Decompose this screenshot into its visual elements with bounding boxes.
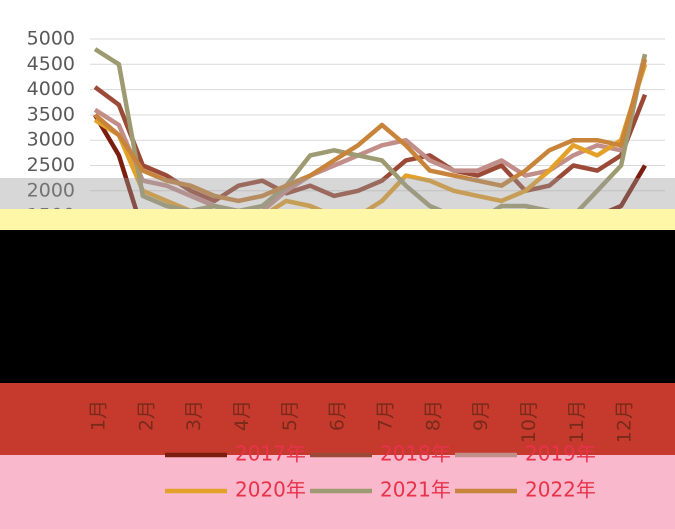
x-tick-label: 8月: [422, 400, 444, 431]
legend-label: 2020年: [235, 478, 306, 502]
x-tick-label: 4月: [231, 400, 253, 431]
x-tick-label: 9月: [470, 400, 492, 431]
legend-label: 2021年: [380, 478, 451, 502]
series-line: [93, 85, 648, 204]
y-tick-label: 2000: [27, 179, 75, 201]
overlay-band: [0, 383, 675, 455]
legend-label: 2019年: [525, 442, 596, 466]
x-tick-label: 7月: [374, 400, 396, 431]
overlay-band: [0, 209, 675, 230]
x-tick-label: 10月: [518, 400, 540, 443]
overlay-band: [0, 230, 675, 383]
y-tick-label: 3000: [27, 129, 75, 151]
y-tick-label: 4000: [27, 78, 75, 100]
x-tick-label: 6月: [327, 400, 349, 431]
x-tick-label: 11月: [566, 400, 588, 443]
x-tick-label: 2月: [135, 400, 157, 431]
legend-label: 2022年: [525, 478, 596, 502]
legend-label: 2017年: [235, 442, 306, 466]
series-line: [93, 58, 648, 204]
x-tick-label: 1月: [88, 400, 110, 431]
y-tick-label: 3500: [27, 103, 75, 125]
y-tick-label: 5000: [27, 28, 75, 50]
x-tick-label: 5月: [279, 400, 301, 431]
x-tick-label: 12月: [614, 400, 636, 443]
y-tick-label: 2500: [27, 154, 75, 176]
legend-label: 2018年: [380, 442, 451, 466]
y-tick-label: 4500: [27, 53, 75, 75]
x-tick-label: 3月: [183, 400, 205, 431]
overlay-band: [0, 178, 675, 215]
